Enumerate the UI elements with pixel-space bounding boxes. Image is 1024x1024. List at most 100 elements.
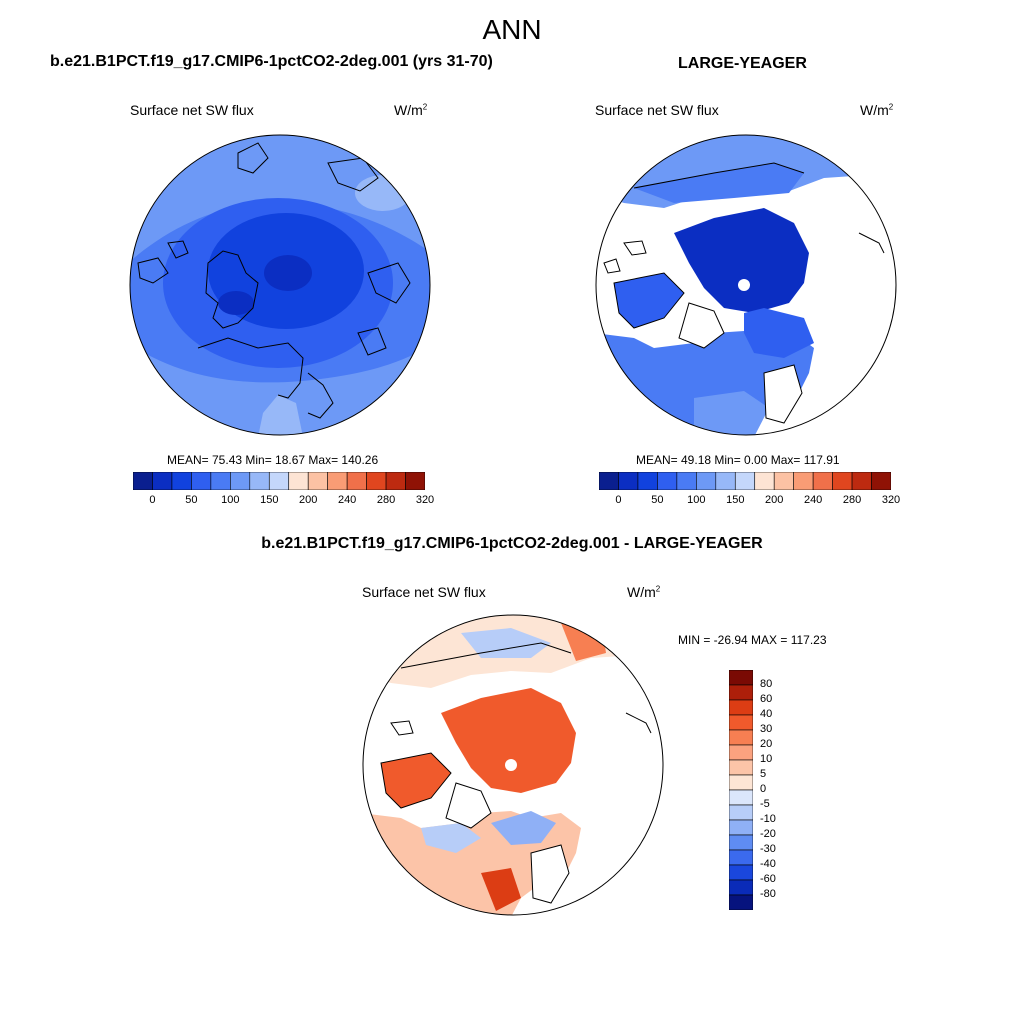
diff-stats: MIN = -26.94 MAX = 117.23 — [678, 633, 827, 647]
diff-colorbar-box — [729, 729, 753, 746]
panel1-colorbar-tick-label: 100 — [221, 494, 240, 506]
diff-field-barents-neg — [491, 811, 556, 845]
panel1-field-core-2 — [218, 291, 254, 315]
panel2-colorbar-box — [676, 472, 697, 490]
panel1-field-north-band — [130, 135, 430, 263]
panel1-colorbar-tick-label: 240 — [337, 494, 357, 506]
panel1-units: W/m2 — [394, 102, 428, 118]
panel2-colorbar-box — [618, 472, 639, 490]
panel1-colorbar-tick-label: 320 — [415, 494, 435, 506]
diff-field-sea-ice — [441, 688, 576, 793]
panel2-colorbar-box — [637, 472, 658, 490]
panel2-map-border — [595, 134, 897, 436]
diff-colorbar-box — [729, 670, 753, 686]
panel1-field-light-patch-2 — [258, 395, 303, 435]
panel2-colorbar-tick-label: 240 — [803, 494, 823, 506]
panel1-coastlines — [137, 142, 411, 419]
diff-colorbar-tick-label: 40 — [760, 708, 773, 720]
diff-colorbar-box — [729, 699, 753, 716]
diff-colorbar-tick-label: -5 — [760, 798, 770, 810]
diff-map-border — [362, 614, 664, 916]
panel1-colorbar-box — [327, 472, 348, 490]
panel2-polar-map — [595, 134, 897, 436]
panel2-colorbar-tick-label: 100 — [687, 494, 706, 506]
diff-field-south-neg — [421, 823, 481, 853]
panel2-colorbar-box — [657, 472, 678, 490]
panel2-colorbar-ticks: 0 50 100 150 200 240 280 320 — [599, 494, 900, 510]
diff-colorbar-box — [729, 684, 753, 701]
panel1-field-core — [264, 255, 312, 291]
diff-variable-label: Surface net SW flux — [362, 584, 486, 600]
panel2-colorbar-tick-label: 50 — [651, 494, 664, 506]
panel1-colorbar-box — [268, 472, 290, 490]
panel2-field-barents — [744, 308, 814, 358]
diff-colorbar — [729, 670, 753, 910]
diff-polar-map — [362, 614, 664, 916]
panel2-colorbar-tick-label: 280 — [842, 494, 862, 506]
panel2-colorbar-box — [734, 472, 756, 490]
diff-colorbar-tick-label: -10 — [760, 813, 776, 825]
panel1-field-south-band — [130, 343, 430, 435]
diff-colorbar-tick-label: 10 — [760, 753, 773, 765]
panel2-colorbar-box — [715, 472, 736, 490]
panel1-case-title: b.e21.B1PCT.f19_g17.CMIP6-1pctCO2-2deg.0… — [50, 53, 493, 70]
panel2-case-title: LARGE-YEAGER — [678, 55, 807, 72]
panel2-colorbar-box — [599, 472, 619, 490]
diff-units: W/m2 — [627, 584, 661, 600]
diff-colorbar-box — [729, 819, 753, 836]
panel2-colorbar-tick-label: 200 — [765, 494, 784, 506]
diff-greenland — [446, 783, 491, 828]
panel2-colorbar-tick-label: 150 — [726, 494, 745, 506]
panel2-field-north-ocean-2 — [634, 163, 804, 203]
diff-colorbar-ticks: 80 60 40 30 20 10 5 0 -5 -10 -20 -30 -40 -60 -80 — [760, 670, 800, 910]
panel1-colorbar-box — [210, 472, 231, 490]
panel1-colorbar-tick-label: 0 — [149, 494, 156, 506]
panel2-pole-hole — [738, 279, 750, 291]
panel2-units: W/m2 — [860, 102, 894, 118]
panel2-colorbar — [599, 472, 891, 490]
diff-colorbar-tick-label: 0 — [760, 783, 767, 795]
diff-colorbar-box — [729, 834, 753, 851]
panel1-colorbar-box — [346, 472, 367, 490]
panel2-colorbar-tick-label: 0 — [615, 494, 622, 506]
panel1-colorbar-box — [249, 472, 270, 490]
panel2-colorbar-box — [773, 472, 794, 490]
diff-pole-hole — [505, 759, 517, 771]
panel2-colorbar-box — [754, 472, 775, 490]
panel1-colorbar-box — [288, 472, 309, 490]
diff-field-north-neg — [461, 628, 551, 658]
diff-colorbar-tick-label: -20 — [760, 828, 776, 840]
diff-colorbar-box — [729, 879, 753, 896]
diff-colorbar-tick-label: 60 — [760, 693, 773, 705]
panel1-colorbar-tick-label: 280 — [376, 494, 396, 506]
diff-colorbar-box — [729, 864, 753, 881]
panel1-colorbar-box — [171, 472, 192, 490]
panel1-colorbar-box — [152, 472, 173, 490]
diff-case-title: b.e21.B1PCT.f19_g17.CMIP6-1pctCO2-2deg.0… — [261, 535, 763, 552]
panel1-colorbar-box — [133, 472, 153, 490]
panel1-map-border — [129, 134, 431, 436]
panel1-colorbar-ticks: 0 50 100 150 200 240 280 320 — [133, 494, 434, 510]
diff-colorbar-tick-label: 30 — [760, 723, 773, 735]
panel2-greenland — [679, 303, 724, 348]
diff-colorbar-box — [729, 714, 753, 731]
panel1-colorbar-tick-label: 150 — [260, 494, 279, 506]
panel1-colorbar-box — [385, 472, 406, 490]
diff-colorbar-box — [729, 744, 753, 761]
panel2-colorbar-box — [871, 472, 891, 490]
diff-colorbar-box — [729, 804, 753, 821]
diff-field-south-strong — [481, 868, 521, 911]
panel1-colorbar-box — [191, 472, 212, 490]
panel2-stats: MEAN= 49.18 Min= 0.00 Max= 117.91 — [636, 453, 840, 467]
diff-colorbar-box — [729, 849, 753, 866]
panel1-colorbar-tick-label: 50 — [185, 494, 198, 506]
panel1-colorbar-box — [366, 472, 387, 490]
diff-colorbar-tick-label: 5 — [760, 768, 767, 780]
panel2-variable-label: Surface net SW flux — [595, 102, 719, 118]
panel2-colorbar-box — [696, 472, 717, 490]
diff-colorbar-tick-label: 20 — [760, 738, 773, 750]
diff-coastlines — [380, 642, 652, 904]
panel1-colorbar-box — [230, 472, 251, 490]
panel2-colorbar-tick-label: 320 — [881, 494, 901, 506]
diff-colorbar-box — [729, 774, 753, 791]
